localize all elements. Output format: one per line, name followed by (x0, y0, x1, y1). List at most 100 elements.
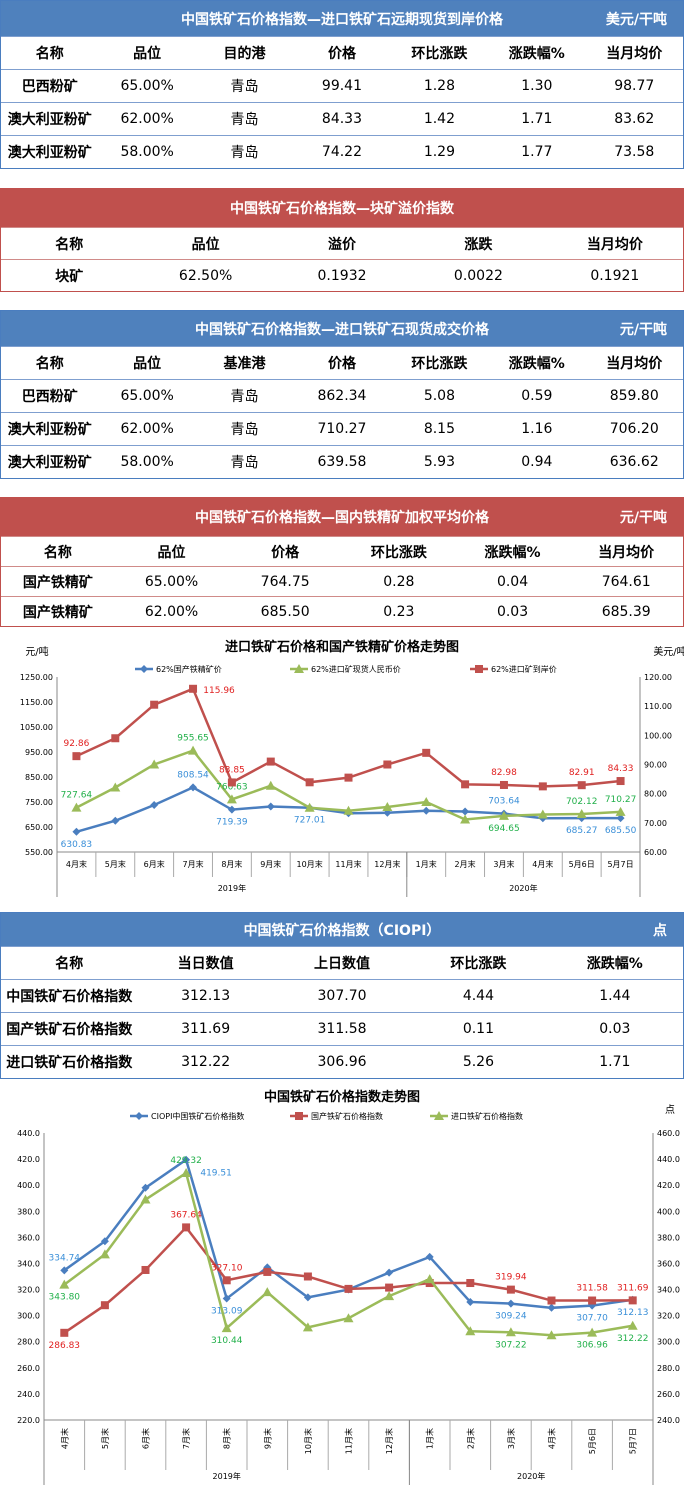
y-tick-label: 340.0 (17, 1259, 40, 1268)
data-label: 702.12 (566, 797, 598, 807)
table-title: 中国铁矿石价格指数—进口铁矿石远期现货到岸价格 (181, 11, 503, 28)
data-point (182, 1155, 191, 1164)
table-domestic-concentrate: 中国铁矿石价格指数—国内铁精矿加权平均价格 元/干吨 名称 品位 价格 环比涨跌 涨跌幅% 当… (0, 497, 684, 627)
legend-marker (434, 1111, 444, 1120)
data-point (588, 1296, 597, 1305)
unit-label: 美元/干吨 (605, 11, 667, 28)
column-headers: 名称 品位 溢价 涨跌 当月均价 (1, 227, 683, 259)
table-cell: 0.03 (599, 1021, 631, 1037)
table-header: 中国铁矿石价格指数—进口铁矿石远期现货到岸价格 美元/干吨 (1, 1, 683, 36)
x-tick-label: 11月末 (335, 859, 361, 869)
data-point (150, 801, 159, 809)
data-point (305, 778, 314, 787)
x-tick-label: 4月末 (66, 859, 87, 869)
data-label: 313.09 (211, 1307, 243, 1317)
y2-tick-label: 70.00 (644, 819, 667, 828)
data-label: 311.58 (576, 1284, 608, 1294)
x-tick-label: 10月末 (303, 1428, 313, 1454)
table-cell: 澳大利亚粉矿 (7, 145, 92, 161)
data-point (60, 1266, 69, 1275)
y2-tick-label: 80.00 (644, 790, 667, 799)
column-header: 名称 (55, 956, 84, 972)
data-point (506, 1285, 515, 1294)
table-header: 中国铁矿石价格指数—进口铁矿石现货成交价格 元/干吨 (1, 311, 683, 346)
data-label: 312.22 (617, 1334, 649, 1344)
x-group-label: 2019年 (213, 1471, 241, 1481)
table-cell: 5.26 (462, 1054, 494, 1070)
data-point (382, 802, 393, 811)
unit-label: 元/干吨 (619, 321, 667, 338)
data-point (546, 1330, 557, 1340)
table-cell: 0.11 (462, 1021, 494, 1037)
x-tick-label: 1月末 (416, 859, 437, 869)
data-point (424, 1274, 435, 1284)
data-point (188, 745, 199, 755)
column-header: 当月均价 (606, 46, 663, 62)
y2-tick-label: 340.0 (657, 1286, 680, 1295)
data-point (262, 1287, 273, 1297)
table-cell: 685.50 (260, 603, 310, 620)
table-cell: 1.28 (423, 78, 455, 94)
y-tick-label: 400.0 (17, 1181, 40, 1190)
data-point (344, 1284, 353, 1293)
table-cell: 0.94 (521, 454, 553, 470)
legend-label: 62%国产铁精矿价 (156, 664, 222, 674)
data-point (182, 1223, 191, 1232)
data-label: 685.27 (566, 826, 598, 836)
data-label: 703.64 (488, 797, 520, 807)
column-header: 价格 (327, 46, 356, 62)
legend-marker (140, 665, 148, 673)
column-header: 涨跌幅% (508, 46, 565, 62)
y2-tick-label: 110.00 (644, 702, 672, 711)
table-row: 中国铁矿石价格指数 312.13 307.70 4.44 1.44 (1, 979, 683, 1012)
unit-label: 元/干吨 (619, 510, 667, 526)
table-cell: 312.13 (181, 988, 231, 1004)
table-cell: 311.69 (181, 1021, 231, 1037)
table-cell: 1.16 (521, 421, 553, 437)
data-point (189, 684, 198, 693)
legend-marker (135, 1112, 143, 1120)
data-point (384, 1291, 395, 1301)
table-cell: 73.58 (614, 144, 655, 160)
table-row: 国产铁精矿 62.00% 685.50 0.23 0.03 685.39 (1, 596, 683, 626)
data-point (425, 1252, 434, 1261)
table-cell: 国产铁精矿 (22, 574, 93, 591)
x-tick-label: 9月末 (262, 1428, 272, 1449)
x-tick-label: 5月6日 (588, 1428, 597, 1454)
index-trend-chart: 中国铁矿石价格指数走势图点 220.0 240.0 260.0 280.0 300.0 32… (0, 1085, 684, 1485)
data-point (383, 760, 392, 769)
data-label: 82.98 (491, 768, 517, 778)
data-point (498, 810, 509, 820)
table-row: 国产铁精矿 65.00% 764.75 0.28 0.04 764.61 (1, 566, 683, 596)
table-cell: 国产铁精矿 (22, 604, 93, 621)
column-header: 价格 (271, 544, 300, 561)
column-header: 品位 (133, 46, 162, 62)
table-title: 中国铁矿石价格指数—进口铁矿石现货成交价格 (195, 321, 489, 338)
table-cell: 65.00% (120, 388, 174, 404)
data-point (343, 805, 354, 815)
data-label: 319.94 (495, 1273, 527, 1283)
column-header: 目的港 (223, 46, 266, 62)
table-cell: 澳大利亚粉矿 (7, 112, 92, 128)
data-point (343, 1313, 354, 1323)
data-label: 306.96 (576, 1341, 608, 1351)
y-tick-label: 750.00 (25, 798, 53, 807)
x-tick-label: 12月末 (374, 859, 400, 869)
data-point (226, 794, 237, 804)
column-headers: 名称 当日数值 上日数值 环比涨跌 涨跌幅% (1, 946, 683, 979)
data-label: 327.10 (211, 1263, 243, 1273)
data-point (577, 781, 586, 790)
table-cell: 83.62 (614, 111, 655, 127)
data-point (303, 1272, 312, 1281)
data-label: 727.64 (61, 791, 93, 801)
x-tick-label: 10月末 (297, 859, 323, 869)
table-cell: 青岛 (230, 145, 259, 161)
column-header: 当月均价 (598, 544, 655, 561)
table-cell: 58.00% (120, 144, 174, 160)
legend-label: CIOPI中国铁矿石价格指数 (151, 1111, 244, 1121)
x-tick-label: 8月末 (221, 859, 242, 869)
table-import-spot-price: 中国铁矿石价格指数—进口铁矿石现货成交价格 元/干吨 名称 品位 基准港 价格 环比涨跌 涨跌… (0, 310, 684, 479)
table-cell: 710.27 (317, 421, 367, 437)
data-point (100, 1237, 109, 1246)
data-point (505, 1327, 516, 1337)
